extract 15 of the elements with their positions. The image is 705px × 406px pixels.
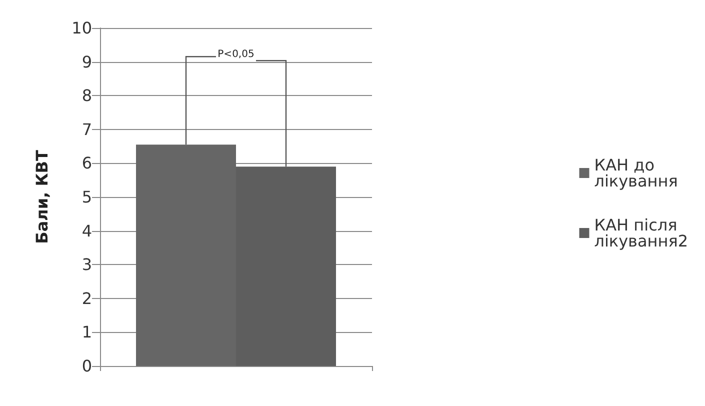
- y-tick-label: 0: [82, 356, 92, 376]
- y-tick-label: 7: [82, 120, 92, 139]
- annotation: P<0,05: [218, 49, 254, 60]
- y-tick-label: 3: [82, 255, 92, 274]
- y-tick-label: 2: [82, 288, 92, 308]
- y-axis-title: Бали, КВТ: [32, 150, 52, 244]
- y-tick-label: 9: [82, 52, 92, 72]
- y-tick-label: 4: [82, 221, 92, 240]
- y-tick-label: 5: [82, 188, 92, 206]
- y-tick-label: 8: [82, 86, 92, 106]
- legend-label: КАН до лікування: [594, 156, 678, 190]
- legend-label: КАН після лікування2: [594, 216, 688, 250]
- y-tick-label: 1: [82, 322, 92, 342]
- y-tick-label: 10: [72, 18, 92, 38]
- y-tick-label: 6: [82, 154, 92, 173]
